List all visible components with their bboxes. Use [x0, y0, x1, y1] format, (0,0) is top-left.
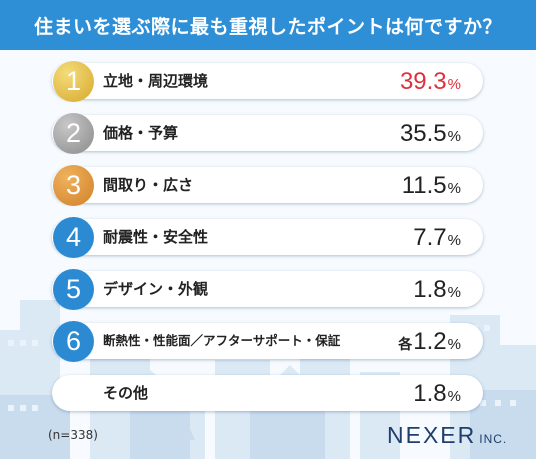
nexer-logo: NEXER INC.: [387, 422, 507, 449]
percent-unit: %: [447, 180, 461, 197]
logo-main: NEXER: [387, 422, 477, 448]
percent-unit: %: [447, 284, 461, 301]
logo-sub: INC.: [479, 432, 508, 446]
ranking-label: 立地・周辺環境: [103, 72, 209, 90]
ranking-value: 1.8%: [413, 273, 461, 305]
ranking-row-1: 1 立地・周辺環境 39.3%: [52, 61, 483, 102]
percent-unit: %: [447, 76, 461, 93]
ranking-value: 各1.2%: [398, 325, 461, 357]
ranking-value: 35.5%: [400, 117, 461, 149]
each-prefix: 各: [398, 336, 413, 352]
value-number: 1.8: [413, 276, 447, 303]
sample-size-note: (n=338): [48, 428, 98, 442]
value-number: 7.7: [413, 224, 447, 251]
ranking-label: 間取り・広さ: [103, 176, 194, 194]
rank-badge: 5: [53, 269, 94, 310]
rank-badge: 6: [53, 321, 94, 362]
rank-number: 4: [65, 222, 82, 252]
ranking-row-other: その他 1.8%: [52, 375, 483, 411]
ranking-label: その他: [103, 384, 149, 402]
ranking-row-5: 5 デザイン・外観 1.8%: [52, 269, 483, 310]
rank-badge: 4: [53, 217, 94, 258]
rank-badge-silver: 2: [53, 113, 94, 154]
ranking-value: 39.3%: [400, 65, 461, 97]
ranking-label: デザイン・外観: [103, 280, 209, 298]
value-number: 1.8: [413, 380, 447, 407]
rank-number: 1: [65, 66, 82, 96]
chart-title: 住まいを選ぶ際に最も重視したポイントは何ですか？: [0, 0, 536, 50]
ranking-row-2: 2 価格・予算 35.5%: [52, 113, 483, 154]
value-number: 39.3: [399, 68, 447, 95]
percent-unit: %: [447, 232, 461, 249]
ranking-value: 1.8%: [413, 377, 461, 409]
rank-number: 3: [65, 170, 82, 200]
value-number: 1.2: [413, 328, 447, 355]
ranking-row-4: 4 耐震性・安全性 7.7%: [52, 217, 483, 258]
percent-unit: %: [447, 388, 461, 405]
rank-badge-bronze: 3: [53, 165, 94, 206]
ranking-value: 11.5%: [402, 169, 461, 201]
ranking-label: 断熱性・性能面／アフターサポート・保証: [103, 333, 341, 348]
ranking-value: 7.7%: [413, 221, 461, 253]
ranking-row-6: 6 断熱性・性能面／アフターサポート・保証 各1.2%: [52, 321, 483, 362]
value-number: 11.5: [401, 172, 447, 199]
ranking-label: 価格・予算: [103, 124, 179, 142]
value-number: 35.5: [399, 120, 447, 147]
rank-number: 5: [65, 274, 82, 304]
rank-number: 6: [65, 326, 82, 356]
percent-unit: %: [447, 128, 461, 145]
percent-unit: %: [447, 336, 461, 353]
rank-badge-gold: 1: [53, 61, 94, 102]
ranking-label: 耐震性・安全性: [103, 228, 209, 246]
rank-number: 2: [65, 118, 82, 148]
ranking-row-3: 3 間取り・広さ 11.5%: [52, 165, 483, 206]
